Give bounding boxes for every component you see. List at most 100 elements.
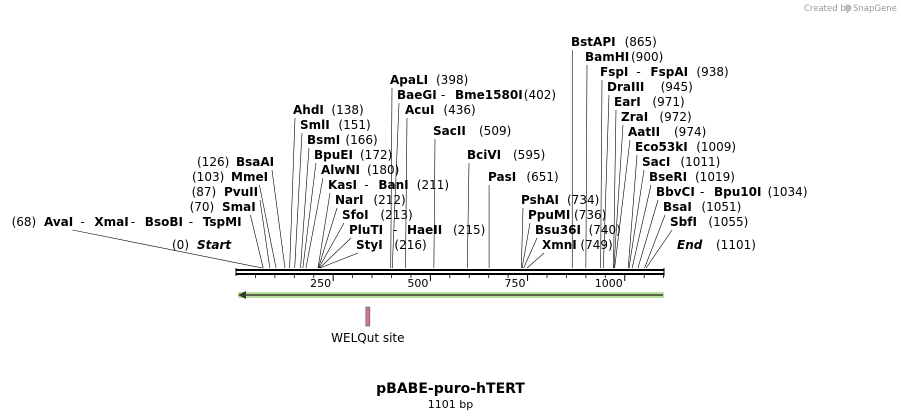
site-draiii[interactable]: DraIII (945)	[603, 80, 693, 269]
site-pasi[interactable]: PasI (651)	[488, 170, 559, 268]
site-name[interactable]: StyI	[356, 238, 383, 252]
site-name[interactable]: PluTI	[349, 223, 383, 237]
site-bcivi[interactable]: BciVI (595)	[466, 148, 545, 269]
site-name[interactable]: BseRI	[649, 170, 687, 184]
site-fspi[interactable]: FspI - FspAI (938)	[600, 65, 729, 269]
start-label[interactable]: Start	[197, 238, 232, 252]
site-name[interactable]: BpuEI	[314, 148, 353, 162]
site-sacii[interactable]: SacII (509)	[433, 124, 511, 269]
end-label[interactable]: End	[677, 238, 703, 252]
site-name[interactable]: BstAPI	[571, 35, 616, 49]
site-name[interactable]: BsmI	[307, 133, 340, 147]
site-isoschizomer[interactable]: HaeII	[407, 223, 442, 237]
site-name[interactable]: XmnI	[542, 238, 577, 252]
site-nari[interactable]: NarI (212)	[318, 193, 406, 269]
site-name[interactable]: PshAI	[521, 193, 559, 207]
site-ppumi[interactable]: PpuMI (736)	[521, 208, 606, 269]
site-name[interactable]: BciVI	[467, 148, 501, 162]
site-name[interactable]: BsaAI	[236, 155, 274, 169]
site-bsaai[interactable]: BsaAI (126)	[197, 155, 286, 269]
site-bseri[interactable]: BseRI (1019)	[631, 170, 735, 269]
site-bsai[interactable]: BsaI (1051)	[644, 200, 742, 269]
site-smai[interactable]: SmaI (70)	[190, 200, 264, 269]
site-name[interactable]: PvuII	[224, 185, 258, 199]
site-name[interactable]: BamHI	[585, 50, 629, 64]
site-name[interactable]: EarI	[614, 95, 641, 109]
site-name[interactable]: SacII	[433, 124, 466, 138]
site-bamhi[interactable]: BamHI (900)	[585, 50, 663, 269]
site-name[interactable]: AhdI	[293, 103, 324, 117]
site-bsmi[interactable]: BsmI (166)	[300, 133, 378, 269]
site-position: (509)	[479, 124, 511, 138]
site-bpuei[interactable]: BpuEI (172)	[302, 148, 392, 269]
feature-welqut-site[interactable]: WELQut site	[331, 306, 405, 345]
site-name[interactable]: PasI	[488, 170, 516, 184]
site-aatii[interactable]: AatII (974)	[614, 125, 707, 269]
site-isoschizomer[interactable]: XmaI	[94, 215, 128, 229]
site-acui[interactable]: AcuI (436)	[405, 103, 476, 269]
site-connector-line	[631, 184, 652, 269]
orf-arrow[interactable]	[238, 291, 664, 299]
site-pluti[interactable]: PluTI - HaeII (215)	[319, 223, 486, 269]
site-kasi[interactable]: KasI - BanI (211)	[317, 178, 449, 269]
site-isoschizomer[interactable]: BsoBI	[145, 215, 183, 229]
site-name[interactable]: SbfI	[670, 215, 697, 229]
feature-marker[interactable]	[365, 306, 371, 327]
site-isoschizomer[interactable]: TspMI	[203, 215, 242, 229]
site-sbfi[interactable]: SbfI (1055)	[645, 215, 748, 269]
site-name[interactable]: PpuMI	[528, 208, 570, 222]
site-position: (971)	[652, 95, 684, 109]
site-position: (212)	[373, 193, 405, 207]
site-name[interactable]: SacI	[642, 155, 670, 169]
site-name[interactable]: AvaI	[44, 215, 73, 229]
site-position: (972)	[659, 110, 691, 124]
site-position: (215)	[453, 223, 485, 237]
site-connector-line	[433, 138, 436, 269]
site-bbvci[interactable]: BbvCI - Bpu10I (1034)	[637, 185, 808, 269]
site-name[interactable]: FspI	[600, 65, 628, 79]
site-name[interactable]: MmeI	[231, 170, 268, 184]
site-name[interactable]: AcuI	[405, 103, 434, 117]
site-name[interactable]: SmaI	[222, 200, 256, 214]
site-name[interactable]: BbvCI	[656, 185, 695, 199]
site-name[interactable]: BsaI	[663, 200, 692, 214]
site-styi[interactable]: StyI (216)	[319, 238, 427, 269]
site-xmni[interactable]: XmnI (749)	[526, 238, 613, 269]
site-name[interactable]: SfoI	[342, 208, 369, 222]
site-position: (736)	[574, 208, 606, 222]
site-name[interactable]: BaeGI	[397, 88, 437, 102]
site-name[interactable]: ZraI	[621, 110, 648, 124]
site-bstapi[interactable]: BstAPI (865)	[571, 35, 657, 268]
site-name[interactable]: Bsu36I	[535, 223, 581, 237]
site-name[interactable]: NarI	[335, 193, 364, 207]
tick-label: 500	[407, 277, 428, 290]
site-eco53ki[interactable]: Eco53kI (1009)	[627, 140, 736, 269]
site-sfoi[interactable]: SfoI (213)	[318, 208, 413, 269]
site-mmei[interactable]: MmeI (103)	[192, 170, 277, 269]
site-baegi[interactable]: BaeGI - Bme1580I (402)	[391, 88, 556, 269]
site-ahdi[interactable]: AhdI (138)	[289, 103, 364, 269]
site-pshai[interactable]: PshAI (734)	[521, 193, 599, 269]
site-name[interactable]: ApaLI	[390, 73, 428, 87]
site-avai[interactable]: AvaI - XmaI - BsoBI - TspMI(68)	[12, 215, 263, 269]
site-name[interactable]: Eco53kI	[635, 140, 688, 154]
site-isoschizomer[interactable]: Bpu10I	[714, 185, 761, 199]
site-separator: -	[393, 223, 397, 237]
site-smli[interactable]: SmlI (151)	[294, 118, 371, 269]
site-pvuii[interactable]: PvuII (87)	[192, 185, 271, 269]
snapgene-credit: Created by SnapGene	[804, 4, 897, 14]
site-position: (938)	[696, 65, 728, 79]
site-apali[interactable]: ApaLI (398)	[390, 73, 468, 269]
site-name[interactable]: AlwNI	[321, 163, 360, 177]
site-eari[interactable]: EarI (971)	[613, 95, 685, 269]
site-name[interactable]: KasI	[328, 178, 357, 192]
site-name[interactable]: SmlI	[300, 118, 330, 132]
site-zrai[interactable]: ZraI (972)	[613, 110, 692, 269]
site-connector-line	[628, 169, 645, 269]
site-isoschizomer[interactable]: FspAI	[650, 65, 688, 79]
site-saci[interactable]: SacI (1011)	[628, 155, 720, 269]
site-isoschizomer[interactable]: Bme1580I	[455, 88, 523, 102]
site-name[interactable]: AatII	[628, 125, 660, 139]
site-isoschizomer[interactable]: BanI	[378, 178, 408, 192]
site-name[interactable]: DraIII	[607, 80, 644, 94]
